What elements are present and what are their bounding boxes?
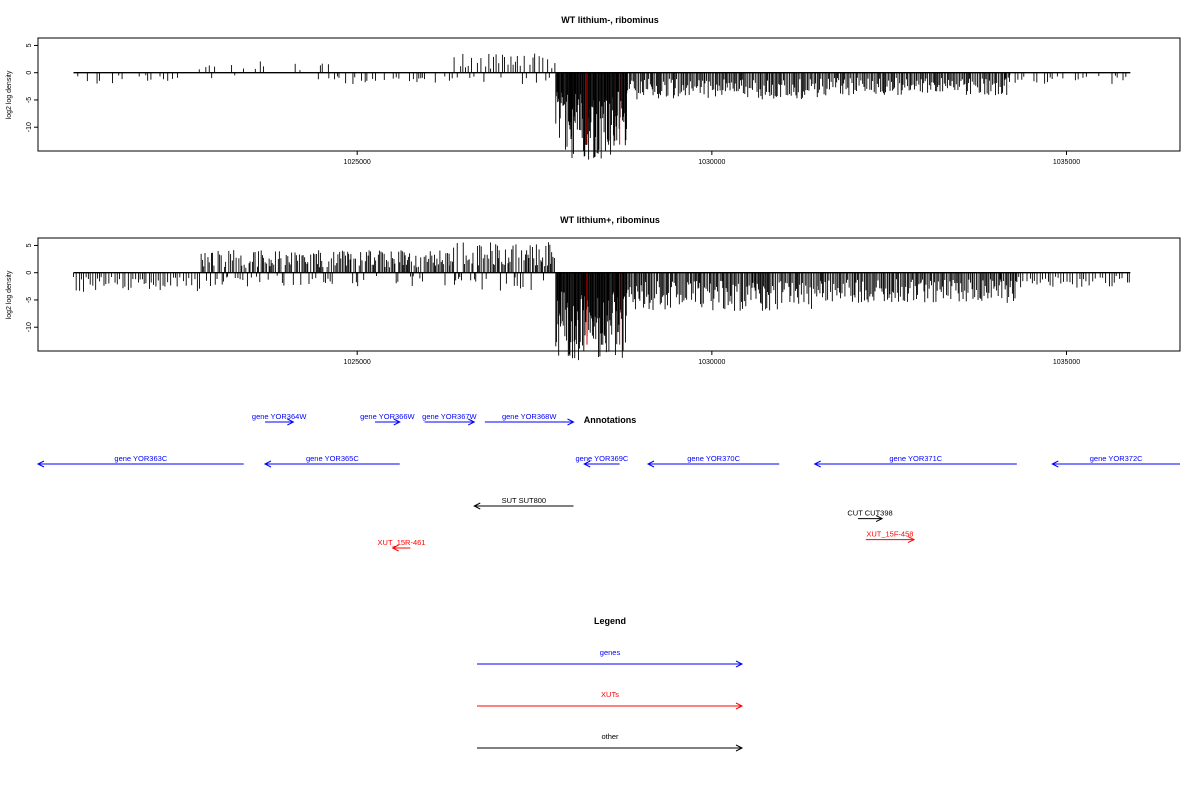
annotation-feature: XUT_15R-461 [378, 538, 426, 552]
feature-arrow-head [735, 660, 744, 668]
annotation-feature: gene YOR368W [484, 412, 575, 426]
annotation-feature: gene YOR372C [1051, 454, 1180, 468]
annotation-features: gene YOR363C gene YOR364W gene YOR365C gene… [36, 412, 1180, 552]
y-tick-label: 0 [26, 271, 33, 275]
legend-item: XUTs [477, 690, 744, 710]
track-panel-2: WT lithium+, ribominus log2 log density … [6, 215, 1181, 366]
annotation-feature: CUT CUT398 [847, 509, 893, 523]
y-tick-label: -5 [26, 97, 33, 103]
panel-1-bars [77, 53, 1127, 160]
y-tick-label: -10 [26, 122, 33, 132]
feature-arrow-head [393, 418, 401, 426]
feature-arrow-head [473, 502, 481, 510]
feature-label: gene YOR364W [252, 412, 307, 421]
feature-arrow-head [36, 460, 45, 468]
panel-2-bars [73, 242, 1130, 361]
feature-arrow-head [1051, 460, 1059, 468]
feature-label: XUT_15R-461 [378, 538, 426, 547]
feature-arrow-head [735, 702, 744, 710]
feature-label: gene YOR370C [687, 454, 740, 463]
y-tick-label: -10 [26, 322, 33, 332]
annotation-feature: SUT SUT800 [473, 496, 574, 510]
panel-2-title: WT lithium+, ribominus [560, 215, 660, 225]
feature-arrow-head [813, 460, 821, 468]
legend-label: other [601, 732, 619, 741]
annotation-feature: XUT_15F-458 [865, 530, 916, 544]
annotation-feature: gene YOR364W [252, 412, 307, 426]
annotation-feature: gene YOR370C [646, 454, 780, 468]
annotation-feature: gene YOR363C [36, 454, 244, 468]
y-tick-label: 5 [26, 43, 33, 47]
annotations-title: Annotations [584, 415, 637, 425]
feature-arrow-head [391, 544, 399, 552]
legend-label: genes [600, 648, 621, 657]
feature-arrow-head [907, 536, 916, 544]
x-tick-label: 1030000 [698, 159, 725, 166]
feature-label: gene YOR365C [306, 454, 359, 463]
feature-arrow-head [567, 418, 575, 426]
x-tick-label: 1035000 [1053, 359, 1080, 366]
annotation-feature: gene YOR371C [813, 454, 1017, 468]
x-tick-label: 1025000 [344, 159, 371, 166]
legend-label: XUTs [601, 690, 619, 699]
track-panel-1: WT lithium-, ribominus log2 log density … [6, 15, 1181, 166]
feature-label: gene YOR363C [114, 454, 167, 463]
feature-arrow-head [583, 460, 591, 468]
x-tick-label: 1025000 [344, 359, 371, 366]
panel-2-ylabel: log2 log density [6, 270, 13, 319]
x-tick-label: 1030000 [698, 359, 725, 366]
feature-arrow-head [875, 515, 884, 523]
panel-1-ylabel: log2 log density [6, 70, 13, 119]
legend-item: other [477, 732, 744, 752]
feature-label: gene YOR371C [889, 454, 942, 463]
legend-panel: Legend genes XUTs other [477, 616, 744, 752]
feature-arrow-head [468, 418, 476, 426]
feature-label: CUT CUT398 [847, 509, 892, 518]
feature-label: gene YOR369C [575, 454, 628, 463]
feature-label: gene YOR372C [1090, 454, 1143, 463]
y-tick-label: 5 [26, 243, 33, 247]
x-tick-label: 1035000 [1053, 159, 1080, 166]
annotation-feature: gene YOR366W [360, 412, 415, 426]
y-tick-label: 0 [26, 71, 33, 75]
annotation-feature: gene YOR369C [575, 454, 629, 468]
feature-arrow-head [735, 744, 744, 752]
panel-2-axes: 5 0 -5 -10 1025000 1030000 1035000 [26, 243, 1131, 366]
legend-title: Legend [594, 616, 626, 626]
feature-arrow-head [263, 460, 272, 468]
annotation-feature: gene YOR367W [422, 412, 478, 426]
panel-1-frame [37, 37, 1181, 152]
feature-arrow-head [646, 460, 655, 468]
feature-arrow-head [287, 418, 295, 426]
legend-item: genes [477, 648, 744, 668]
annotation-feature: gene YOR365C [263, 454, 400, 468]
feature-label: gene YOR367W [422, 412, 477, 421]
feature-label: XUT_15F-458 [866, 530, 913, 539]
legend-items: genes XUTs other [477, 648, 744, 752]
panel-1-title: WT lithium-, ribominus [561, 15, 659, 25]
feature-label: gene YOR366W [360, 412, 415, 421]
y-tick-label: -5 [26, 297, 33, 303]
feature-label: gene YOR368W [502, 412, 557, 421]
feature-label: SUT SUT800 [502, 496, 546, 505]
panel-1-axes: 5 0 -5 -10 1025000 1030000 1035000 [26, 43, 1131, 166]
